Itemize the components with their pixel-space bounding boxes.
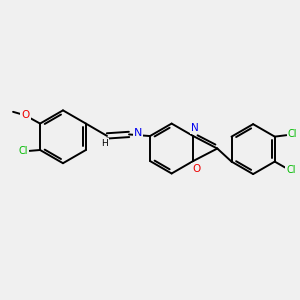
Text: N: N bbox=[134, 128, 142, 138]
Text: O: O bbox=[192, 164, 200, 174]
Text: O: O bbox=[21, 110, 29, 120]
Text: N: N bbox=[191, 123, 199, 133]
Text: Cl: Cl bbox=[18, 146, 28, 157]
Text: Cl: Cl bbox=[288, 129, 297, 139]
Text: Cl: Cl bbox=[286, 165, 296, 176]
Text: H: H bbox=[102, 139, 108, 148]
